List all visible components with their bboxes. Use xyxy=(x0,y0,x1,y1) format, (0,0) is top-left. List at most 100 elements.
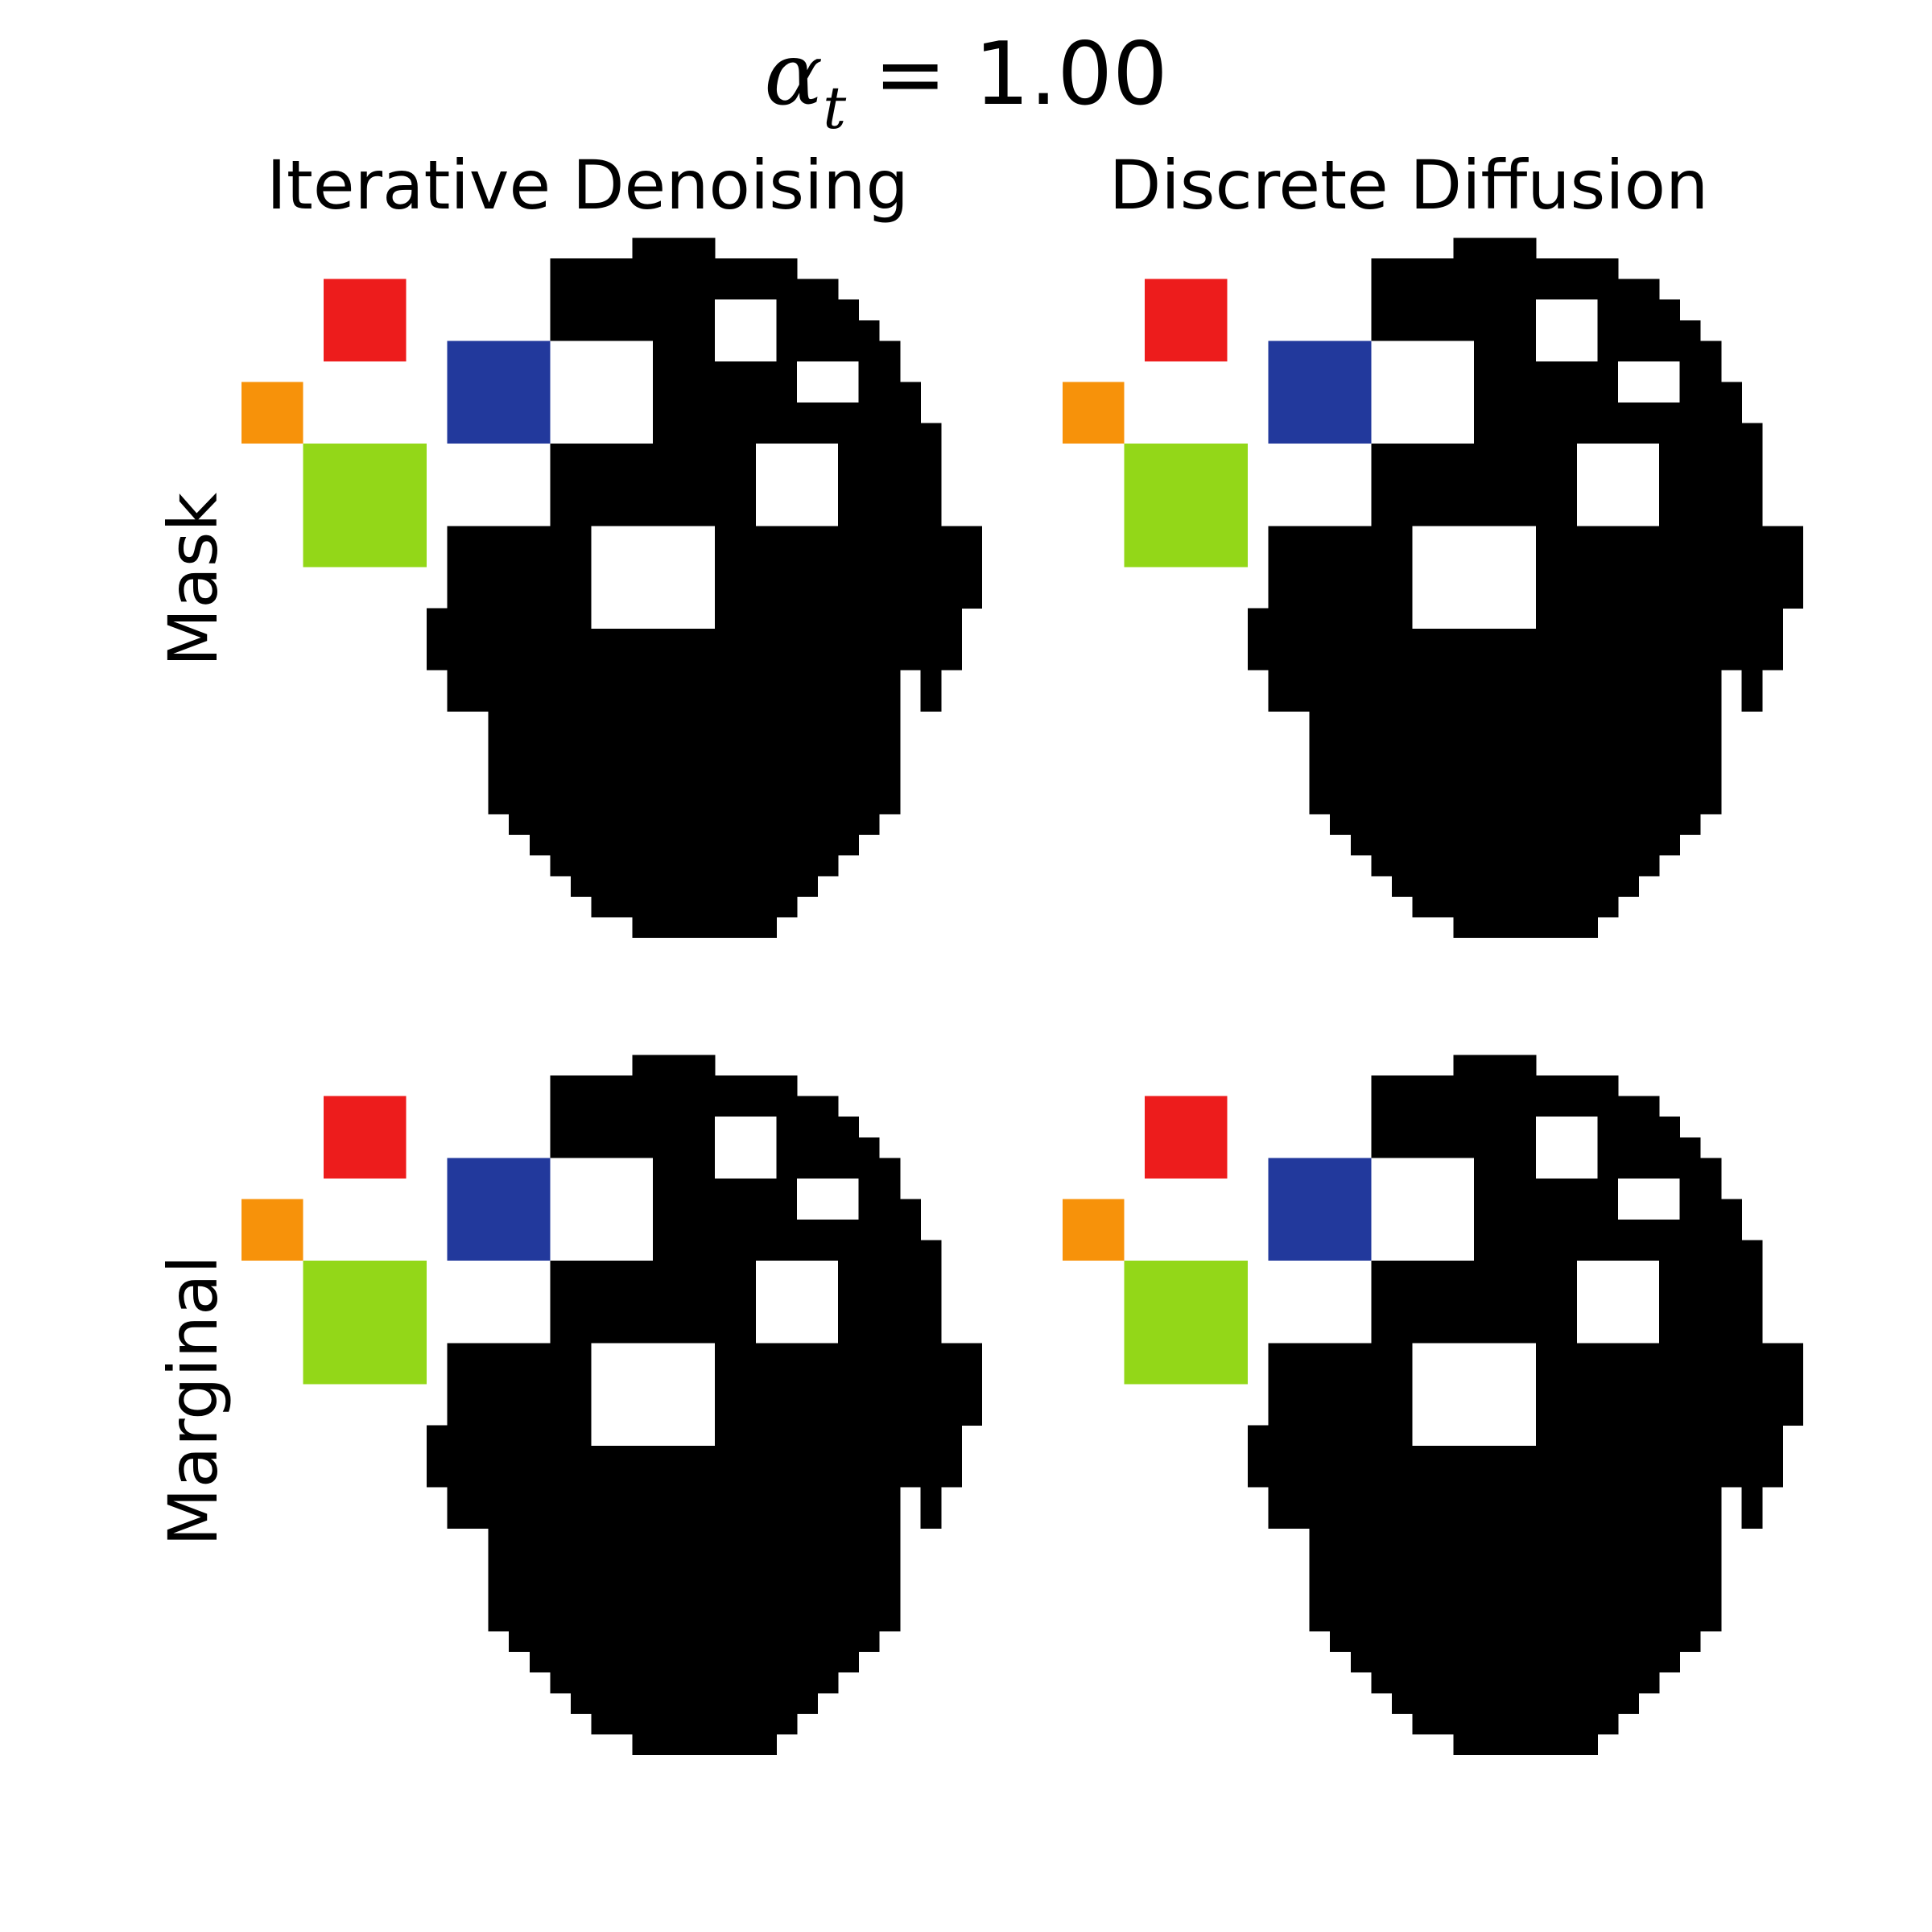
shape-pixel-run xyxy=(427,629,962,650)
shape-pixel-run xyxy=(550,1075,798,1097)
shape-pixel-run xyxy=(920,1507,942,1529)
title-alpha-symbol: α xyxy=(764,24,824,125)
shape-pixel-run xyxy=(550,855,839,877)
shape-pixel-run xyxy=(1391,1692,1640,1714)
blue-square xyxy=(447,1158,551,1261)
shape-pixel-run xyxy=(1248,649,1783,671)
shape-pixel-run xyxy=(1371,1672,1660,1694)
shape-pixel-run xyxy=(1268,567,1803,588)
shape-pixel-run xyxy=(1371,485,1763,506)
row-title-marginal: Marginal xyxy=(154,1255,233,1546)
unmasked-hole xyxy=(1618,361,1680,402)
orange-square xyxy=(242,1199,303,1261)
shape-pixel-run xyxy=(1330,814,1701,836)
shape-pixel-run xyxy=(1350,834,1681,856)
shape-pixel-run xyxy=(1741,690,1763,712)
shape-pixel-run xyxy=(447,670,901,691)
shape-pixel-run xyxy=(1391,875,1640,897)
shape-pixel-run xyxy=(550,1281,942,1302)
unmasked-hole xyxy=(591,526,715,630)
shape-pixel-run xyxy=(1309,752,1722,774)
pixel-image xyxy=(242,237,982,938)
shape-pixel-run xyxy=(488,1569,901,1591)
unmasked-hole xyxy=(1371,341,1475,444)
shape-pixel-run xyxy=(1330,1631,1701,1653)
shape-pixel-run xyxy=(1371,1302,1763,1323)
pixel-image xyxy=(1063,1055,1803,1755)
shape-pixel-run xyxy=(1371,464,1763,485)
title-subscript: t xyxy=(823,74,847,142)
panel-marginal-discrete-diffusion xyxy=(1063,1034,1803,1775)
unmasked-hole xyxy=(550,1158,654,1261)
shape-pixel-run xyxy=(1371,505,1763,526)
red-square xyxy=(1145,1096,1228,1179)
unmasked-hole xyxy=(1535,1117,1598,1179)
unmasked-hole xyxy=(797,361,859,402)
shape-pixel-run xyxy=(550,464,942,485)
shape-pixel-run xyxy=(1268,1487,1722,1509)
shape-pixel-run xyxy=(1268,588,1803,609)
shape-pixel-run xyxy=(550,1096,839,1117)
pixel-image xyxy=(242,1055,982,1755)
green-square xyxy=(303,444,427,568)
shape-pixel-run xyxy=(550,485,942,506)
shape-pixel-run xyxy=(1268,1507,1722,1529)
shape-pixel-run xyxy=(570,875,819,897)
shape-pixel-run xyxy=(1453,237,1537,259)
shape-pixel-run xyxy=(529,1651,860,1673)
shape-pixel-run xyxy=(570,1692,819,1714)
orange-square xyxy=(1063,1199,1125,1261)
shape-pixel-run xyxy=(1741,670,1763,691)
shape-pixel-run xyxy=(1248,1466,1783,1488)
green-square xyxy=(1124,1261,1248,1385)
unmasked-hole xyxy=(755,1261,839,1344)
column-title-discrete-diffusion: Discrete Diffusion xyxy=(1108,146,1709,225)
shape-pixel-run xyxy=(1371,258,1619,280)
shape-pixel-run xyxy=(488,752,901,774)
shape-pixel-run xyxy=(550,444,942,465)
red-square xyxy=(324,1096,407,1179)
shape-pixel-run xyxy=(1309,1548,1722,1570)
pixel-image xyxy=(1063,237,1803,938)
shape-pixel-run xyxy=(1371,1322,1763,1344)
shape-pixel-run xyxy=(1371,1281,1763,1302)
shape-pixel-run xyxy=(1309,773,1722,795)
shape-pixel-run xyxy=(1453,1055,1537,1076)
shape-pixel-run xyxy=(550,1261,942,1282)
shape-pixel-run xyxy=(1741,1487,1763,1509)
unmasked-hole xyxy=(797,1178,859,1220)
shape-pixel-run xyxy=(1371,444,1763,465)
panel-mask-discrete-diffusion xyxy=(1063,217,1803,958)
orange-square xyxy=(242,382,303,444)
shape-pixel-run xyxy=(488,731,901,753)
row-title-mask: Mask xyxy=(154,492,233,667)
shape-pixel-run xyxy=(1371,1261,1763,1282)
unmasked-hole xyxy=(755,444,839,526)
shape-pixel-run xyxy=(1371,279,1660,300)
unmasked-hole xyxy=(1412,1343,1536,1447)
shape-pixel-run xyxy=(529,834,860,856)
shape-pixel-run xyxy=(509,1631,880,1653)
shape-pixel-run xyxy=(591,1713,798,1735)
unmasked-hole xyxy=(1535,299,1598,361)
panel-mask-iterative-denoising xyxy=(242,217,982,958)
shape-pixel-run xyxy=(920,670,942,691)
shape-pixel-run xyxy=(1412,1713,1619,1735)
shape-pixel-run xyxy=(1309,1610,1722,1632)
blue-square xyxy=(1268,341,1372,444)
shape-pixel-run xyxy=(1453,1733,1598,1755)
shape-pixel-run xyxy=(1268,1363,1803,1385)
shape-pixel-run xyxy=(1371,1075,1619,1097)
shape-pixel-run xyxy=(427,649,962,671)
shape-pixel-run xyxy=(1412,896,1619,918)
shape-pixel-run xyxy=(1309,731,1722,753)
shape-pixel-run xyxy=(1248,1446,1783,1468)
shape-pixel-run xyxy=(920,690,942,712)
shape-pixel-run xyxy=(1268,670,1722,691)
shape-pixel-run xyxy=(550,258,798,280)
shape-pixel-run xyxy=(509,814,880,836)
shape-pixel-run xyxy=(550,1302,942,1323)
unmasked-hole xyxy=(1576,444,1660,526)
shape-pixel-run xyxy=(447,1487,901,1509)
shape-pixel-run xyxy=(550,505,942,526)
